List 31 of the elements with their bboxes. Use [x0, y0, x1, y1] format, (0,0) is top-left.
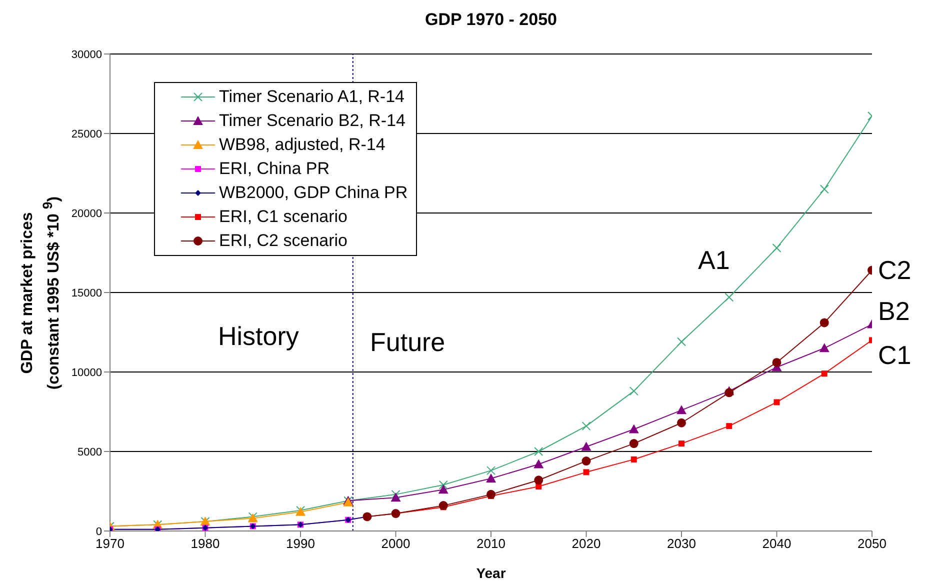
annotation: Future [370, 327, 446, 357]
legend-label: ERI, C2 scenario [219, 231, 348, 251]
text: C2 [878, 255, 912, 285]
legend-label: ERI, C1 scenario [219, 207, 348, 227]
x-tick-label: 2020 [572, 536, 601, 552]
y-tick-label: 30000 [71, 48, 102, 61]
y-tick-label: 15000 [71, 287, 102, 300]
legend-label: WB2000, GDP China PR [219, 183, 408, 203]
legend-label: Timer Scenario B2, R-14 [219, 111, 406, 131]
chart-title: GDP 1970 - 2050 [424, 10, 558, 30]
annotation: A1 [698, 245, 730, 275]
x-tick-label: 1990 [286, 536, 315, 552]
legend-label: WB98, adjusted, R-14 [219, 135, 386, 155]
x-tick-label: 1970 [96, 536, 124, 552]
x-tick-label: 2000 [381, 536, 410, 552]
x-tick-label: 2040 [762, 536, 792, 552]
text: C1 [878, 340, 912, 370]
x-tick-label: 2010 [476, 536, 506, 552]
legend-label: Timer Scenario A1, R-14 [219, 87, 404, 107]
text: B2 [878, 296, 910, 326]
x-tick-label: 2050 [858, 536, 886, 552]
y-tick-label: 0 [96, 526, 102, 538]
annotation: History [218, 321, 299, 351]
x-tick-label: 1980 [190, 536, 220, 552]
y-tick-label: 25000 [71, 128, 102, 140]
legend-label: ERI, China PR [219, 159, 330, 179]
y-tick-label: 5000 [78, 446, 102, 458]
y-tick-label: 10000 [71, 366, 102, 379]
x-tick-label: 2030 [667, 536, 696, 552]
x-axis-title: Year [475, 565, 507, 581]
y-tick-label: 20000 [71, 208, 102, 220]
